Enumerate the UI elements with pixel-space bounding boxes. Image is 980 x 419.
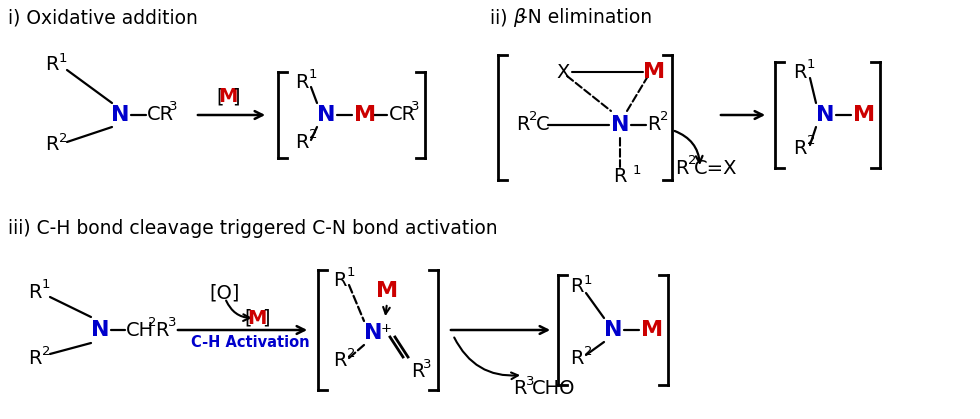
Text: M: M bbox=[354, 105, 376, 125]
Text: CH: CH bbox=[126, 321, 154, 339]
Text: CR: CR bbox=[147, 106, 174, 124]
Text: iii) C-H bond cleavage triggered C-N bond activation: iii) C-H bond cleavage triggered C-N bon… bbox=[8, 218, 498, 238]
Text: R: R bbox=[45, 55, 59, 75]
Text: M: M bbox=[219, 88, 238, 106]
Text: 1: 1 bbox=[59, 52, 68, 65]
Text: M: M bbox=[247, 308, 267, 328]
Text: N: N bbox=[91, 320, 109, 340]
Text: 2: 2 bbox=[309, 129, 318, 142]
Text: R: R bbox=[570, 277, 583, 297]
Text: R: R bbox=[516, 116, 529, 134]
Text: -N elimination: -N elimination bbox=[521, 8, 652, 28]
Text: 1: 1 bbox=[347, 266, 356, 279]
Text: β: β bbox=[513, 8, 525, 28]
Text: 3: 3 bbox=[169, 101, 177, 114]
Text: M: M bbox=[376, 281, 398, 301]
Text: 2: 2 bbox=[584, 344, 593, 357]
Text: C: C bbox=[536, 116, 550, 134]
Text: M: M bbox=[853, 105, 875, 125]
Text: 2: 2 bbox=[42, 344, 51, 357]
Text: 2: 2 bbox=[807, 134, 815, 147]
Text: ]: ] bbox=[232, 88, 240, 106]
Text: 2: 2 bbox=[347, 347, 356, 360]
Text: R: R bbox=[647, 116, 661, 134]
Text: [: [ bbox=[217, 88, 223, 106]
Text: R: R bbox=[295, 72, 309, 91]
Text: 1: 1 bbox=[633, 163, 642, 176]
Text: R: R bbox=[295, 132, 309, 152]
Text: R: R bbox=[570, 349, 583, 367]
Text: 1: 1 bbox=[42, 279, 51, 292]
Text: 2: 2 bbox=[59, 132, 68, 145]
Text: N: N bbox=[111, 105, 129, 125]
Text: CR: CR bbox=[389, 106, 416, 124]
Text: 2: 2 bbox=[688, 155, 697, 168]
Text: R: R bbox=[793, 139, 807, 158]
Text: ]: ] bbox=[263, 308, 270, 328]
Text: R: R bbox=[793, 62, 807, 82]
Text: [: [ bbox=[244, 308, 252, 328]
Text: C=X: C=X bbox=[694, 158, 738, 178]
Text: R: R bbox=[28, 282, 41, 302]
Text: +: + bbox=[380, 321, 391, 334]
Text: N: N bbox=[317, 105, 335, 125]
Text: i) Oxidative addition: i) Oxidative addition bbox=[8, 8, 198, 28]
Text: 1: 1 bbox=[807, 59, 815, 72]
Text: R: R bbox=[155, 321, 169, 339]
Text: R: R bbox=[333, 271, 347, 290]
Text: ii): ii) bbox=[490, 8, 514, 28]
Text: R: R bbox=[675, 158, 689, 178]
Text: 3: 3 bbox=[168, 316, 176, 328]
Text: R: R bbox=[411, 362, 424, 380]
Text: 2: 2 bbox=[660, 111, 668, 124]
Text: R: R bbox=[333, 351, 347, 370]
Text: R: R bbox=[513, 378, 526, 398]
Text: N: N bbox=[604, 320, 622, 340]
Text: 1: 1 bbox=[309, 68, 318, 82]
Text: 2: 2 bbox=[529, 111, 537, 124]
Text: [O]: [O] bbox=[210, 284, 240, 303]
Text: N: N bbox=[815, 105, 834, 125]
Text: 1: 1 bbox=[584, 274, 593, 287]
Text: N: N bbox=[364, 323, 382, 343]
Text: R: R bbox=[613, 168, 627, 186]
Text: M: M bbox=[641, 320, 663, 340]
Text: X: X bbox=[557, 62, 569, 82]
Text: R: R bbox=[28, 349, 41, 367]
Text: 3: 3 bbox=[526, 375, 534, 388]
Text: CHO: CHO bbox=[532, 378, 575, 398]
Text: 3: 3 bbox=[423, 357, 431, 370]
Text: C-H Activation: C-H Activation bbox=[191, 334, 310, 349]
Text: 3: 3 bbox=[411, 101, 419, 114]
Text: N: N bbox=[611, 115, 629, 135]
Text: R: R bbox=[45, 135, 59, 155]
Text: 2: 2 bbox=[148, 316, 157, 328]
Text: M: M bbox=[643, 62, 665, 82]
